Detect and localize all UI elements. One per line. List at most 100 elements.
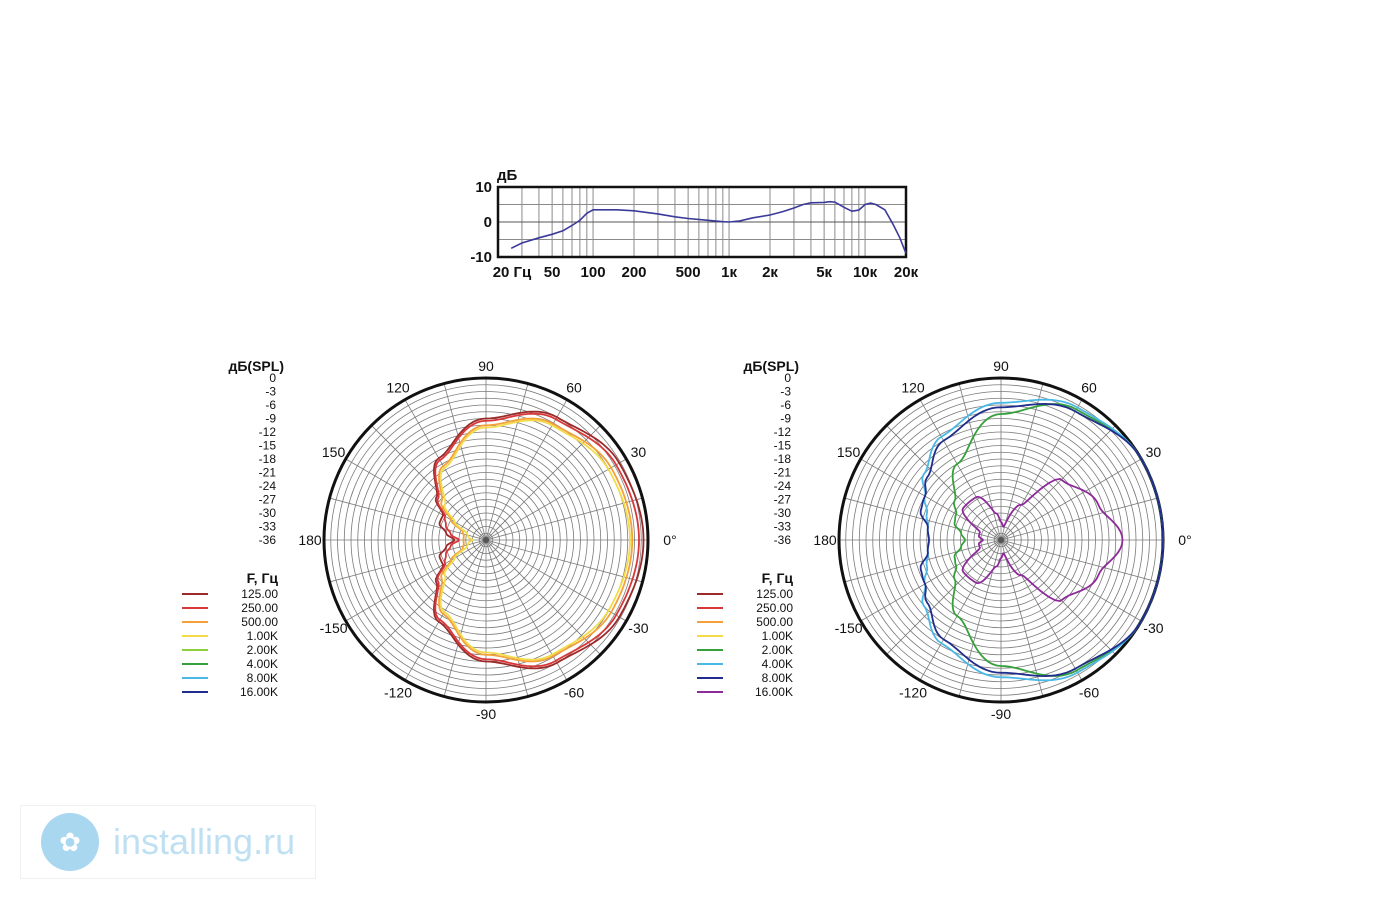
polar-curve-8.00K (919, 402, 1164, 678)
polar-curve-125.00 (433, 410, 645, 670)
angle-label: 60 (566, 380, 582, 396)
r-tick-label: 0 (784, 371, 791, 385)
angle-label: -30 (1143, 620, 1163, 636)
legend-label: 8.00K (247, 671, 278, 685)
plot-frame (496, 185, 908, 259)
polar-curve-250.00 (434, 412, 640, 668)
legend-label: 16.00K (240, 685, 278, 699)
x-tick-label: 20 Гц (493, 264, 532, 281)
legend-label: 4.00K (247, 657, 278, 671)
angle-label: 30 (1146, 444, 1162, 460)
polar-center (998, 537, 1004, 543)
response-curve (510, 200, 907, 254)
y-axis-label: дБ (497, 167, 518, 184)
r-tick-label: -9 (780, 412, 791, 426)
angle-label: 120 (901, 380, 925, 396)
r-tick-label: -15 (774, 439, 792, 453)
y-tick-label: 0 (484, 214, 492, 231)
r-axis-label: дБ(SPL) (228, 358, 284, 374)
x-tick-label: 200 (621, 264, 646, 281)
r-tick-label: -33 (774, 520, 792, 534)
y-tick-label: -10 (470, 249, 492, 266)
legend-label: 500.00 (756, 615, 793, 629)
polar-outer-circle (322, 376, 650, 704)
legend-title: F, Гц (247, 570, 279, 586)
r-tick-label: -27 (774, 493, 792, 507)
angle-label: -60 (564, 684, 584, 700)
r-tick-label: -33 (259, 520, 277, 534)
r-tick-label: -3 (780, 385, 791, 399)
angle-label: -120 (899, 684, 927, 700)
legend-label: 1.00K (247, 629, 278, 643)
r-tick-label: -12 (259, 425, 277, 439)
r-tick-label: -36 (774, 533, 792, 547)
legend-label: 1.00K (762, 629, 793, 643)
polar-curve-16.00K (961, 477, 1124, 603)
legend-label: 16.00K (755, 685, 793, 699)
x-tick-label: 2к (762, 264, 778, 281)
r-tick-label: -30 (259, 506, 277, 520)
r-tick-label: -27 (259, 493, 277, 507)
angle-label: -150 (835, 620, 863, 636)
x-tick-label: 10к (853, 264, 878, 281)
r-tick-label: -3 (265, 385, 276, 399)
legend-title: F, Гц (762, 570, 794, 586)
r-tick-label: -12 (774, 425, 792, 439)
angle-label: 0° (1178, 532, 1191, 548)
angle-label: -60 (1079, 684, 1099, 700)
angle-label: -30 (628, 620, 648, 636)
legend-label: 8.00K (762, 671, 793, 685)
r-tick-label: -30 (774, 506, 792, 520)
legend-label: 250.00 (241, 601, 278, 615)
legend-label: 250.00 (756, 601, 793, 615)
legend-label: 2.00K (247, 643, 278, 657)
r-tick-label: -21 (774, 466, 792, 480)
watermark-text: installing.ru (113, 821, 296, 862)
r-tick-label: 0 (269, 371, 276, 385)
r-tick-label: -18 (259, 452, 277, 466)
r-tick-label: -24 (259, 479, 277, 493)
angle-label: 120 (386, 380, 410, 396)
x-tick-label: 5к (816, 264, 832, 281)
r-tick-label: -36 (259, 533, 277, 547)
legend-label: 2.00K (762, 643, 793, 657)
r-tick-label: -21 (259, 466, 277, 480)
r-tick-label: -6 (265, 398, 276, 412)
angle-label: 180 (813, 532, 837, 548)
legend-label: 125.00 (756, 587, 793, 601)
angle-label: 90 (993, 358, 1009, 374)
watermark-logo-icon: ✿ (41, 813, 99, 871)
r-tick-label: -6 (780, 398, 791, 412)
angle-label: 180 (298, 532, 322, 548)
r-tick-label: -9 (265, 412, 276, 426)
angle-label: -120 (384, 684, 412, 700)
angle-label: 90 (478, 358, 494, 374)
angle-label: 30 (631, 444, 647, 460)
x-tick-label: 500 (676, 264, 701, 281)
polar-curve-500.00 (438, 417, 634, 663)
r-tick-label: -18 (774, 452, 792, 466)
x-tick-label: 20к (894, 264, 919, 281)
angle-label: 150 (322, 444, 346, 460)
legend-label: 500.00 (241, 615, 278, 629)
polar-center (483, 537, 489, 543)
r-tick-label: -24 (774, 479, 792, 493)
angle-label: 150 (837, 444, 861, 460)
x-tick-label: 100 (581, 264, 606, 281)
polar-chart-right: 0°306090120150180-150-120-90-60-30дБ(SPL… (697, 358, 1192, 722)
r-axis-label: дБ(SPL) (743, 358, 799, 374)
angle-label: 0° (663, 532, 676, 548)
x-tick-label: 50 (544, 264, 561, 281)
watermark: ✿ installing.ru (20, 805, 316, 879)
legend-label: 4.00K (762, 657, 793, 671)
polar-curve-1.00K (439, 419, 631, 661)
y-tick-label: 10 (475, 179, 492, 196)
angle-label: -90 (476, 706, 496, 722)
angle-label: 60 (1081, 380, 1097, 396)
angle-label: -90 (991, 706, 1011, 722)
x-tick-label: 1к (721, 264, 737, 281)
polar-chart-left: 0° 30 60 90 120 150 180 -15 0 -120 -90 -60 -30 дБ(SPL… (182, 358, 677, 722)
r-tick-label: -15 (259, 439, 277, 453)
